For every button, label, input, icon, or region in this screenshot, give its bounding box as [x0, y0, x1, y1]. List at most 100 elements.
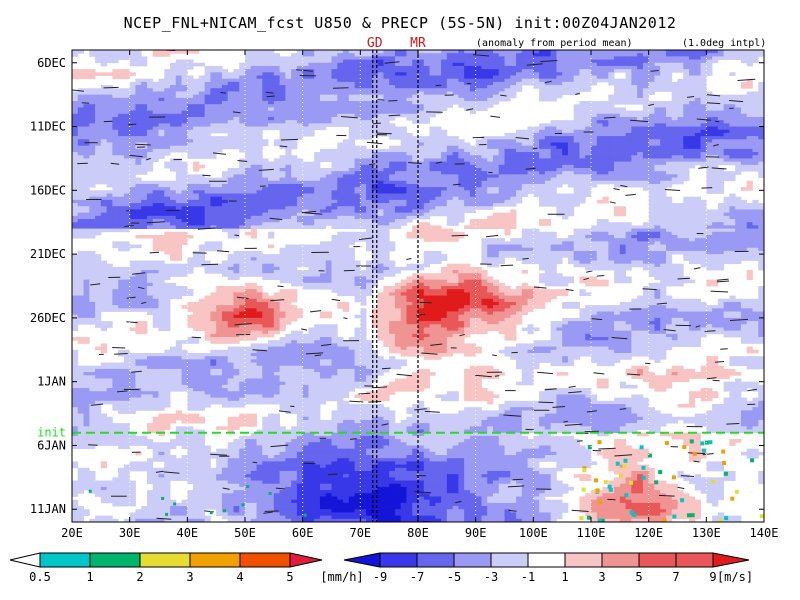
u850-cell	[562, 123, 569, 127]
u850-cell	[446, 59, 453, 64]
u850-cell	[475, 155, 482, 159]
u850-cell	[637, 88, 644, 92]
u850-cell	[740, 110, 748, 115]
u850-cell	[360, 91, 367, 96]
u850-cell	[516, 81, 523, 86]
u850-cell	[100, 85, 107, 89]
u850-cell	[567, 145, 575, 150]
u850-cell	[146, 120, 154, 124]
u850-cell	[671, 120, 678, 124]
u850-cell	[250, 75, 257, 80]
u850-cell	[383, 177, 390, 182]
u850-cell	[123, 190, 131, 194]
u850-cell	[354, 203, 361, 207]
u850-cell	[245, 196, 252, 201]
u850-cell	[118, 53, 125, 57]
u850-cell	[227, 132, 234, 137]
u850-cell	[400, 145, 407, 150]
u850-cell	[475, 148, 482, 153]
u850-cell	[654, 183, 661, 188]
u850-cell	[458, 148, 465, 153]
u850-cell	[631, 174, 638, 178]
u850-cell	[118, 132, 125, 137]
u850-cell	[602, 53, 609, 57]
u850-cell	[683, 101, 690, 105]
u850-cell	[273, 196, 280, 201]
u850-cell	[394, 88, 402, 92]
u850-cell	[694, 132, 701, 137]
u850-cell	[245, 75, 252, 80]
u850-cell	[550, 190, 557, 194]
u850-cell	[389, 158, 396, 163]
u850-cell	[204, 193, 211, 198]
u850-cell	[360, 59, 367, 64]
u850-cell	[608, 75, 615, 80]
u850-cell	[389, 101, 396, 105]
u850-cell	[458, 145, 465, 150]
u850-cell	[637, 161, 644, 166]
u850-cell	[458, 56, 465, 60]
u850-cell	[296, 91, 304, 96]
u850-cell	[141, 161, 148, 166]
u850-cell	[366, 78, 373, 83]
u850-cell	[135, 193, 142, 198]
u850-cell	[556, 65, 563, 70]
u850-cell	[516, 59, 523, 64]
u850-cell	[562, 158, 569, 163]
u850-cell	[273, 158, 280, 163]
u850-cell	[752, 203, 759, 207]
u850-cell	[637, 72, 644, 76]
u850-cell	[631, 145, 638, 150]
u850-cell	[539, 152, 546, 156]
u850-cell	[262, 107, 269, 111]
u850-cell	[510, 62, 517, 67]
u850-cell	[268, 69, 275, 73]
u850-cell	[302, 78, 309, 83]
u850-cell	[319, 199, 327, 204]
u850-cell	[498, 75, 505, 80]
u850-cell	[521, 81, 528, 86]
u850-cell	[510, 65, 517, 70]
u850-cell	[216, 129, 223, 134]
u850-cell	[608, 168, 615, 172]
u850-cell	[279, 136, 286, 140]
u850-cell	[746, 81, 753, 86]
u850-cell	[262, 50, 269, 54]
u850-cell	[285, 94, 292, 99]
u850-cell	[521, 142, 528, 147]
u850-cell	[608, 69, 615, 73]
u850-cell	[567, 196, 575, 201]
u850-cell	[337, 69, 344, 73]
u850-cell	[129, 81, 136, 86]
u850-shading	[72, 50, 764, 522]
u850-cell	[516, 142, 523, 147]
u850-cell	[412, 136, 419, 140]
u850-cell	[498, 65, 505, 70]
u850-cell	[481, 91, 488, 96]
u850-cell	[562, 69, 569, 73]
u850-cell	[198, 116, 206, 121]
u850-cell	[245, 142, 252, 147]
u850-cell	[527, 53, 534, 57]
u850-cell	[619, 120, 626, 124]
u850-cell	[706, 120, 713, 124]
u850-cell	[683, 50, 690, 54]
u850-cell	[475, 187, 482, 191]
u850-cell	[227, 88, 234, 92]
u850-cell	[377, 164, 384, 169]
u850-cell	[700, 152, 707, 156]
u850-cell	[239, 85, 246, 89]
u850-cell	[654, 139, 661, 143]
u850-cell	[389, 183, 396, 188]
u850-cell	[464, 168, 471, 172]
u850-cell	[469, 183, 477, 188]
u850-cell	[227, 120, 234, 124]
u850-cell	[729, 94, 736, 99]
u850-cell	[95, 110, 102, 115]
u850-cell	[123, 104, 131, 108]
u850-cell	[106, 190, 113, 194]
u850-cell	[377, 187, 384, 191]
u850-cell	[383, 126, 390, 131]
u850-cell	[400, 196, 407, 201]
u850-cell	[550, 120, 557, 124]
